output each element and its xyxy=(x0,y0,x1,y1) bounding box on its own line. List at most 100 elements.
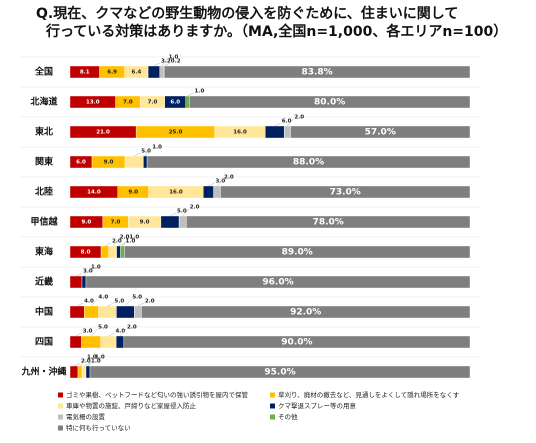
leader-line xyxy=(75,332,82,337)
value-label: 83.8% xyxy=(301,68,332,78)
value-label: 6.9 xyxy=(107,70,117,76)
leader-line xyxy=(287,118,294,127)
bar-segment xyxy=(203,185,214,199)
bar-segment xyxy=(85,365,91,379)
value-label: 1.0 xyxy=(152,145,162,151)
value-label: 1.0 xyxy=(95,355,105,361)
legend-label: その他 xyxy=(278,412,298,421)
value-label: 1.0 xyxy=(169,55,179,61)
value-label: 5.0 xyxy=(132,295,142,301)
category-label: 東北 xyxy=(35,126,53,138)
category-label: 中国 xyxy=(35,306,53,318)
bar-segment xyxy=(124,155,144,169)
leader-line xyxy=(91,328,98,337)
bar-segment xyxy=(81,275,87,289)
value-label: 89.0% xyxy=(282,248,313,258)
value-label: 2.0 xyxy=(190,205,200,211)
leader-line xyxy=(208,182,215,187)
category-label: 関東 xyxy=(35,156,53,168)
value-label: 95.0% xyxy=(264,368,295,378)
legend-label: 車庫や物置の施錠、戸締りなど家屋侵入防止 xyxy=(66,401,197,410)
value-label: 1.0 xyxy=(129,235,139,241)
value-label: 2.0 xyxy=(145,299,155,305)
value-label: 1.0 xyxy=(87,355,97,361)
bar-segment xyxy=(143,155,148,169)
value-label: 90.0% xyxy=(281,338,312,348)
value-label: 13.0 xyxy=(86,100,100,106)
leader-line xyxy=(104,242,112,247)
leader-line xyxy=(274,122,281,127)
value-label: 2.0 xyxy=(224,175,234,181)
category-label: 甲信越 xyxy=(30,216,58,228)
value-label: 88.0% xyxy=(293,158,324,168)
leader-line xyxy=(216,178,224,187)
value-label: 2.0 xyxy=(112,239,122,245)
bar-segment xyxy=(141,305,471,319)
leader-line xyxy=(153,62,161,67)
leader-line xyxy=(73,362,81,367)
leader-line xyxy=(182,208,189,217)
value-label: 9.0 xyxy=(140,220,150,226)
category-label: 近畿 xyxy=(35,276,53,288)
value-label: 4.0 xyxy=(84,299,94,305)
bar-segment xyxy=(147,65,160,79)
value-label: 25.0 xyxy=(169,130,183,136)
leader-line xyxy=(77,302,84,307)
value-label: 5.0 xyxy=(98,325,108,331)
value-label: 8.1 xyxy=(80,70,90,76)
legend-label: 草刈り、廃材の撤去など、見通しをよくして隠れ場所をなくす xyxy=(278,390,460,399)
value-label: 6.4 xyxy=(132,70,142,76)
legend-swatch xyxy=(58,392,63,398)
category-label: 四国 xyxy=(35,337,53,348)
value-label: 1.0 xyxy=(91,359,101,365)
bar-segment xyxy=(98,305,117,319)
legend-label: クマ撃退スプレー等の用意 xyxy=(278,401,357,410)
value-label: 92.0% xyxy=(290,308,321,318)
leader-line xyxy=(134,152,141,157)
leader-line xyxy=(83,268,91,277)
leader-line xyxy=(161,58,168,67)
legend-swatch xyxy=(58,414,63,420)
leader-line xyxy=(107,302,114,307)
chart-title: 行っている対策はありますか。（MA,全国n=1,000、各エリアn=100） xyxy=(45,23,507,40)
bar-segment xyxy=(265,125,285,139)
leader-line xyxy=(125,298,132,307)
leader-line xyxy=(112,238,119,247)
bar-segment xyxy=(81,365,87,379)
legend-swatch xyxy=(270,403,275,409)
bar-segment xyxy=(220,185,471,199)
value-label: 3.0 xyxy=(215,179,225,185)
bar-segment xyxy=(69,275,83,289)
category-label: 東海 xyxy=(35,246,53,258)
value-label: 9.0 xyxy=(104,160,114,166)
leader-line xyxy=(79,358,87,367)
value-label: 4.0 xyxy=(115,329,125,335)
bar-segment xyxy=(77,365,83,379)
category-label: 九州・沖縄 xyxy=(20,366,66,378)
chart-title: Q.現在、クマなどの野生動物の侵入を防ぐために、住まいに関して xyxy=(36,5,458,22)
bar-segment xyxy=(159,65,164,79)
bar-segment xyxy=(146,155,471,169)
legend-swatch xyxy=(58,403,63,409)
bar-segment xyxy=(124,245,471,259)
bar-segment xyxy=(81,335,101,349)
value-label: 9.0 xyxy=(128,190,138,196)
value-label: 21.0 xyxy=(96,130,110,136)
legend-swatch xyxy=(270,392,275,398)
value-label: 80.0% xyxy=(314,98,345,108)
value-label: 78.0% xyxy=(313,218,344,228)
bar-segment xyxy=(120,245,125,259)
legend-label: 特に何も行っていない xyxy=(66,423,131,432)
value-label: 96.0% xyxy=(262,278,293,288)
value-label: 9.0 xyxy=(81,220,91,226)
bar-segment xyxy=(85,275,471,289)
value-label: 16.0 xyxy=(233,130,247,136)
value-label: 2.0 xyxy=(81,359,91,365)
value-label: 5.0 xyxy=(141,149,151,155)
legend-swatch xyxy=(270,414,275,420)
value-label: 3.2 xyxy=(161,59,171,65)
value-label: 8.0 xyxy=(81,250,91,256)
value-label: 16.0 xyxy=(169,190,183,196)
category-label: 北陸 xyxy=(35,186,53,198)
